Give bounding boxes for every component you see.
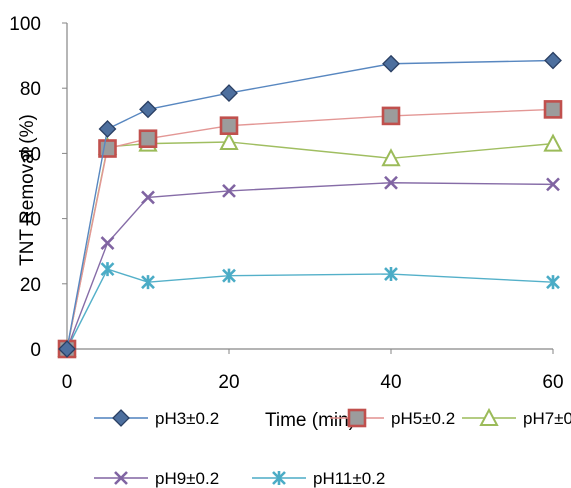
x-axis-label: Time (min) [265, 410, 355, 431]
y-tick-label: 60 [20, 144, 41, 165]
data-point [543, 100, 563, 119]
legend-marker [479, 407, 499, 426]
data-point [139, 100, 157, 119]
data-point [381, 148, 401, 167]
y-tick-label: 20 [20, 275, 41, 296]
legend-entry: pH7±0.2 [462, 407, 571, 428]
data-point [384, 267, 398, 282]
data-point [138, 129, 158, 149]
legend-marker [112, 409, 130, 427]
data-point [100, 262, 115, 277]
series-line [66, 268, 554, 350]
legend-label: pH3±0.2 [155, 409, 219, 428]
data-point [546, 275, 560, 290]
legend: pH3±0.2 pH5±0.2 pH7±0.2 pH9±0.2 pH11±0.2 [94, 407, 571, 488]
data-point [58, 340, 76, 358]
y-tick-label: 100 [9, 14, 41, 35]
data-point [219, 116, 239, 135]
data-point [382, 54, 400, 73]
data-point [100, 236, 115, 250]
data-point [141, 190, 155, 205]
data-point [222, 183, 236, 198]
data-point [543, 133, 563, 152]
data-point [381, 106, 401, 126]
series-pH5±0.2 [57, 100, 563, 359]
series-line [66, 59, 554, 350]
legend-entry: pH3±0.2 [94, 409, 219, 428]
data-point [544, 51, 562, 70]
series-layer [57, 51, 563, 359]
legend-label: pH5±0.2 [391, 409, 455, 428]
legend-label: pH11±0.2 [313, 469, 385, 488]
legend-label: pH9±0.2 [155, 469, 219, 488]
series-line [66, 141, 554, 350]
y-tick-label: 80 [20, 79, 41, 100]
data-point [222, 268, 236, 283]
series-line [66, 108, 554, 350]
x-tick-label: 60 [542, 372, 563, 393]
legend-entry: pH9±0.2 [94, 469, 219, 488]
y-tick-label: 40 [20, 210, 41, 231]
y-tick-label: 0 [30, 340, 41, 361]
axes: 0 20 40 60 80 100 0 20 40 60 [9, 14, 563, 393]
data-point [546, 177, 560, 192]
data-point [384, 175, 398, 190]
legend-entry: pH11±0.2 [252, 469, 385, 488]
series-pH3±0.2 [58, 51, 562, 358]
x-tick-label: 0 [62, 372, 73, 393]
data-point [220, 84, 238, 103]
series-pH7±0.2 [57, 131, 563, 357]
legend-entry: pH5±0.2 [330, 408, 455, 428]
legend-marker [272, 471, 286, 485]
series-pH9±0.2 [60, 175, 560, 356]
legend-label: pH7±0.2 [523, 409, 571, 428]
data-point [141, 275, 155, 290]
y-axis-label: TNT Removal (%) [17, 114, 38, 266]
series-line [66, 182, 554, 350]
legend-marker [347, 408, 367, 428]
legend-marker [114, 471, 128, 485]
data-point [219, 131, 239, 150]
series-pH11±0.2 [60, 262, 560, 356]
x-tick-label: 20 [218, 372, 239, 393]
data-point [98, 120, 117, 138]
data-point [98, 139, 117, 158]
x-tick-label: 40 [380, 372, 401, 393]
